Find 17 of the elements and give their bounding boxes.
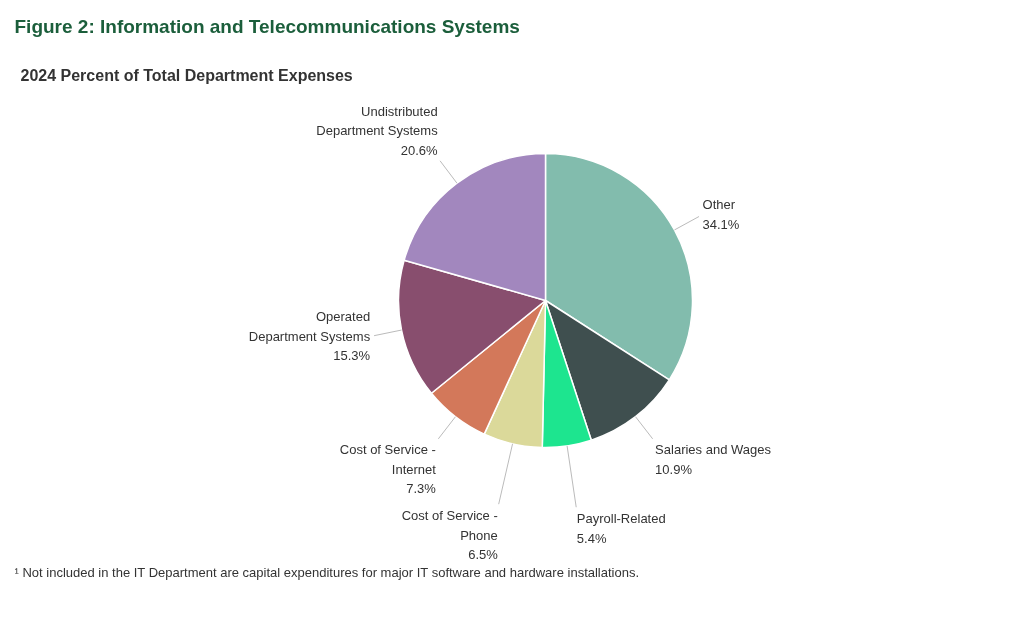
data-label: 10.9% [655,461,693,477]
text: ¹ Not included in the IT Department are capital expenditures for major IT software and hardware installations. [14,564,640,580]
slice-label: Cost of Service - Internet [339,442,437,477]
chart-subtitle: 2024 Percent of Total Department Expenses [20,66,353,84]
chart-title: Figure 2: Information and Telecommunications Systems [14,15,520,37]
slice-label: Undistributed Department Systems [316,103,439,139]
data-label: 6.5% [468,547,499,563]
data-label: 5.4% [576,530,607,546]
data-label: 15.3% [333,348,371,364]
slice-label: Other [702,197,736,213]
data-label: 34.1% [702,216,740,232]
slice-label: Cost of Service - Phone [401,508,498,543]
slice-label: Payroll-Related [576,511,666,527]
data-label: 20.6% [400,142,439,158]
slice-label: Salaries and Wages [655,442,772,458]
slice-label: Operated Department Systems [248,309,371,344]
data-label: 7.3% [406,481,437,497]
